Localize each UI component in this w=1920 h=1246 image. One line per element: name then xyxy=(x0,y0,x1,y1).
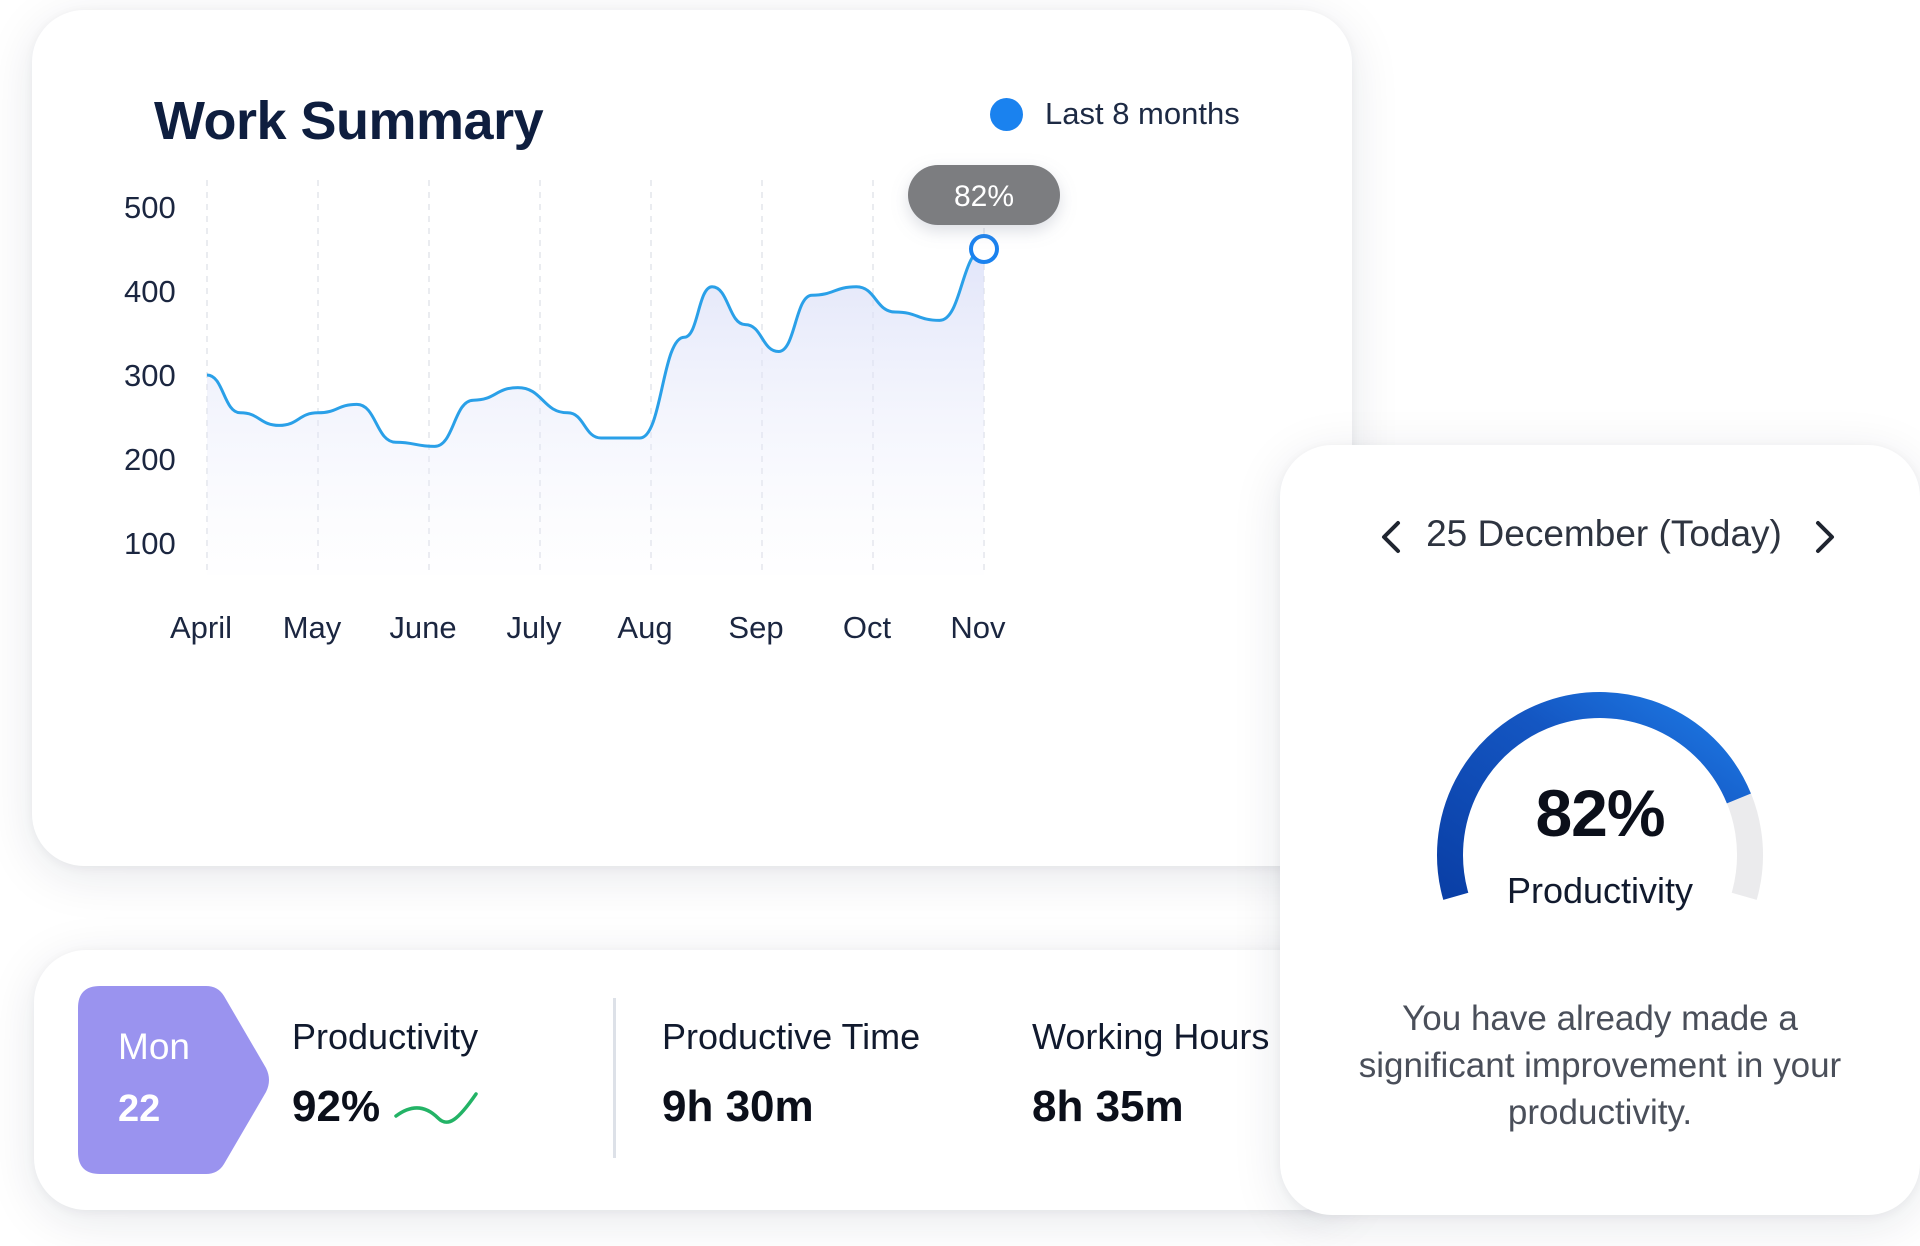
date-badge xyxy=(78,986,269,1174)
x-tick-label: Aug xyxy=(617,610,672,645)
gauge-label: Productivity xyxy=(1506,870,1694,911)
stat-working-hours-value: 8h 35m xyxy=(1032,1082,1184,1131)
y-tick-label: 400 xyxy=(124,274,176,309)
work-summary-title: Work Summary xyxy=(154,91,544,151)
y-tick-label: 500 xyxy=(124,190,176,225)
y-tick-label: 100 xyxy=(124,526,176,561)
date-day-name: Mon xyxy=(118,1026,190,1067)
y-tick-label: 300 xyxy=(124,358,176,393)
x-tick-label: Sep xyxy=(728,610,783,645)
current-date-label: 25 December (Today) xyxy=(1426,513,1782,554)
work-summary-card: Work Summary Last 8 months 500 400 300 200 1… xyxy=(32,10,1352,866)
chevron-right-icon[interactable] xyxy=(1804,517,1844,557)
x-tick-label: May xyxy=(283,610,342,645)
x-tick-label: Oct xyxy=(843,610,892,645)
trend-up-icon xyxy=(394,1092,478,1124)
x-tick-label: April xyxy=(170,610,232,645)
tooltip-text: 82% xyxy=(954,180,1014,213)
date-navigator: 25 December (Today) xyxy=(1280,507,1920,567)
daily-stats-card: Mon 22 Productivity 92% Productive Time … xyxy=(34,950,1354,1210)
gauge-percent-value: 82% xyxy=(1535,776,1665,850)
stat-productivity-label: Productivity xyxy=(292,1016,479,1057)
productivity-gauge xyxy=(1437,692,1763,900)
tooltip-bubble xyxy=(908,165,1060,225)
series-line xyxy=(206,247,985,448)
series-area xyxy=(207,249,984,575)
stat-productive-time-label: Productive Time xyxy=(662,1016,921,1057)
stat-productive-time-value: 9h 30m xyxy=(662,1082,814,1131)
stat-divider xyxy=(613,998,616,1158)
legend-dot-icon xyxy=(990,97,1023,131)
chart-legend: Last 8 months xyxy=(990,96,1240,132)
date-badge-shape xyxy=(78,986,269,1174)
legend-label: Last 8 months xyxy=(1045,96,1240,131)
x-tick-label: July xyxy=(506,610,562,645)
work-summary-chart: 500 400 300 200 100 April May June July Aug Sep Oc… xyxy=(124,165,1060,645)
productivity-card: 25 December (Today) 82% Productivity You… xyxy=(1280,445,1920,1215)
gauge-fill xyxy=(1437,692,1751,900)
date-day-number: 22 xyxy=(118,1088,161,1130)
y-tick-label: 200 xyxy=(124,442,176,477)
highlight-point[interactable] xyxy=(969,234,999,264)
stat-productivity-value: 92% xyxy=(292,1082,381,1131)
chevron-left-icon[interactable] xyxy=(1372,517,1412,557)
stat-working-hours-label: Working Hours xyxy=(1032,1016,1270,1057)
x-tick-label: Nov xyxy=(950,610,1006,645)
productivity-message: You have already made a significant impr… xyxy=(1358,999,1842,1132)
chart-tooltip: 82% xyxy=(908,165,1060,225)
x-tick-label: June xyxy=(389,610,456,645)
